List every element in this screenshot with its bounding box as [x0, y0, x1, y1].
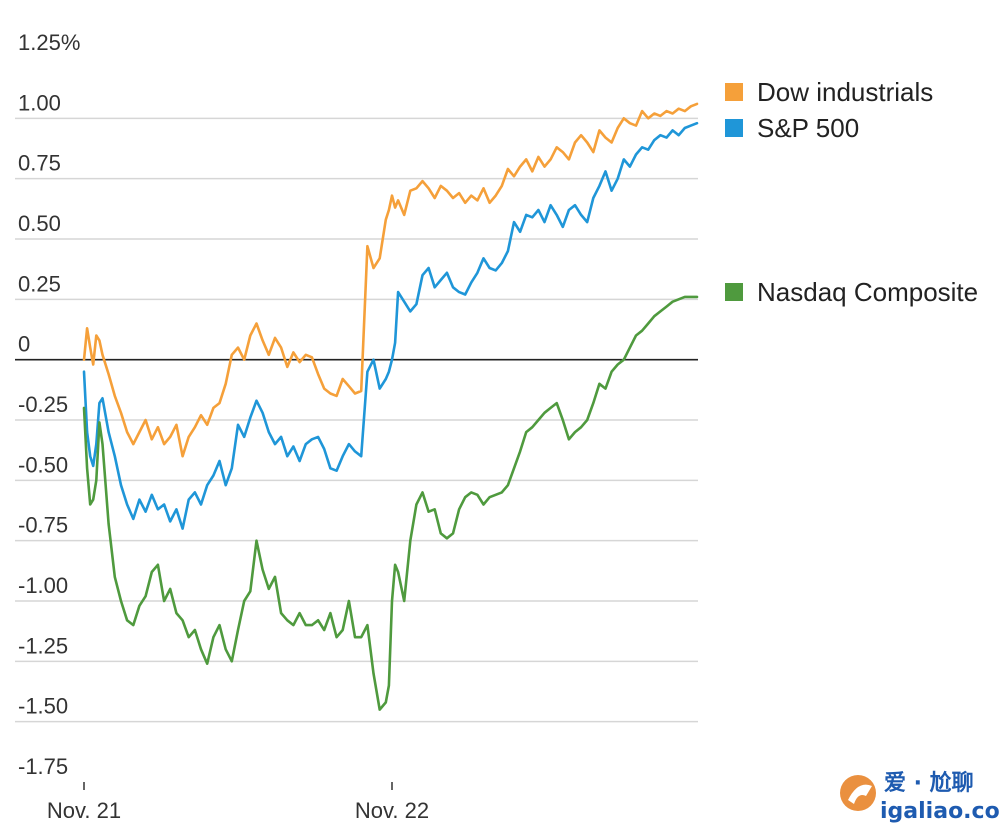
y-tick-label: -1.00: [18, 573, 68, 598]
legend-label-sp500: S&P 500: [757, 113, 859, 143]
y-tick-label: -0.25: [18, 392, 68, 417]
watermark-logo: 爱 · 尬聊 igaliao.com: [840, 770, 1000, 824]
x-tick-label: Nov. 22: [355, 798, 429, 823]
legend-label-dow: Dow industrials: [757, 77, 933, 107]
y-tick-label: 0.75: [18, 151, 61, 176]
series-line-nasdaq: [82, 295, 699, 711]
y-axis-ticks: 1.25% 1.00 0.75 0.50 0.25 0 -0.25 -0.50 -0.75 -1.…: [18, 30, 80, 779]
y-tick-label: -1.25: [18, 633, 68, 658]
legend-swatch-dow: [725, 83, 743, 101]
x-axis-ticks: Nov. 21 Nov. 22: [47, 782, 429, 823]
y-tick-label: -1.75: [18, 754, 68, 779]
legend: Dow industrials S&P 500 Nasdaq Composite: [725, 77, 978, 307]
grid-lines: [15, 117, 698, 723]
y-tick-label: -1.50: [18, 694, 68, 719]
y-tick-label: 1.25%: [18, 30, 80, 55]
y-tick-label: 0.25: [18, 271, 61, 296]
series-lines: [82, 102, 699, 711]
watermark-line1: 爱 · 尬聊: [884, 770, 974, 796]
series-line-sp500: [82, 121, 699, 530]
watermark-figure-icon: [848, 784, 872, 804]
y-tick-label: 0.50: [18, 211, 61, 236]
watermark-line2: igaliao.com: [880, 799, 1000, 824]
legend-swatch-sp500: [725, 119, 743, 137]
y-tick-label: 1.00: [18, 90, 61, 115]
series-line-dow: [82, 102, 699, 458]
legend-label-nasdaq: Nasdaq Composite: [757, 277, 978, 307]
legend-swatch-nasdaq: [725, 283, 743, 301]
y-tick-label: -0.75: [18, 513, 68, 538]
y-tick-label: 0: [18, 332, 30, 357]
x-tick-label: Nov. 21: [47, 798, 121, 823]
y-tick-label: -0.50: [18, 452, 68, 477]
